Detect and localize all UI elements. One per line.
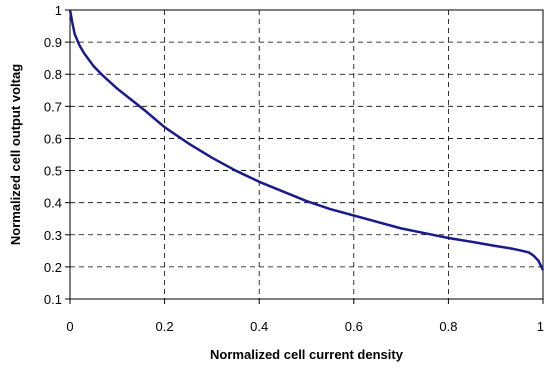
y-tick-label: 0.6 bbox=[44, 131, 62, 146]
series-layer bbox=[70, 10, 543, 270]
x-tick-label: 0.4 bbox=[250, 319, 268, 334]
y-tick-label: 0.1 bbox=[44, 292, 62, 307]
plot-area-frame bbox=[70, 10, 543, 299]
x-axis-title: Normalized cell current density bbox=[210, 347, 404, 362]
y-tick-label: 0.4 bbox=[44, 196, 62, 211]
y-axis-title: Normalized cell output voltag bbox=[8, 64, 23, 245]
y-tick-label: 0.8 bbox=[44, 67, 62, 82]
axis-ticks: 0.1 0.2 0.3 0.4 0.5 0.6 0.7 0.8 0.9 1 0 0.2 0.4 0.6 0.… bbox=[44, 3, 544, 334]
x-tick-label: 0 bbox=[66, 319, 73, 334]
x-tick-label: 1 bbox=[537, 319, 544, 334]
y-tick-label: 0.9 bbox=[44, 35, 62, 50]
y-tick-label: 0.3 bbox=[44, 228, 62, 243]
y-tick-label: 0.2 bbox=[44, 260, 62, 275]
y-tick-label: 0.7 bbox=[44, 99, 62, 114]
x-tick-label: 0.2 bbox=[156, 319, 174, 334]
x-tick-label: 0.6 bbox=[345, 319, 363, 334]
series-line bbox=[70, 10, 543, 270]
y-tick-label: 0.5 bbox=[44, 164, 62, 179]
y-tick-label: 1 bbox=[55, 3, 62, 18]
x-tick-label: 0.8 bbox=[439, 319, 457, 334]
grid bbox=[70, 10, 543, 299]
